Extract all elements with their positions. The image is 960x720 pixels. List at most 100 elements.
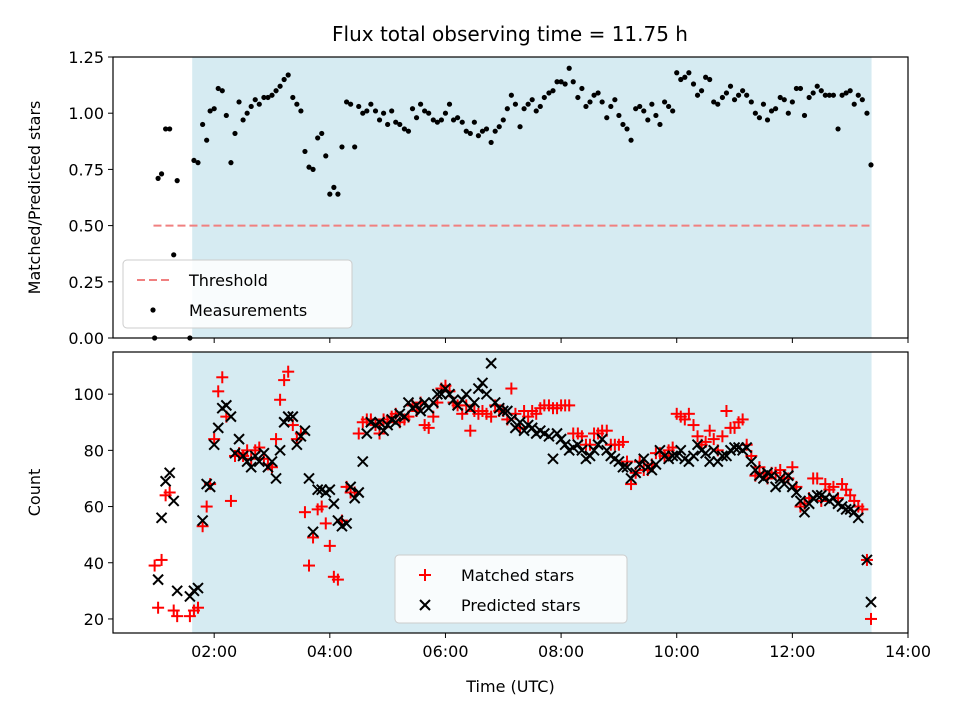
- top-panel: 0.00 0.25 0.50 0.75 1.00 1.25 Matched/Predicte…: [25, 48, 909, 348]
- data-point: [584, 438, 596, 451]
- data-point: [237, 450, 249, 462]
- data-point: [233, 433, 245, 445]
- data-point: [417, 101, 424, 107]
- data-point: [302, 148, 308, 155]
- data-point: [353, 486, 365, 499]
- data-point: [575, 94, 581, 101]
- data-point: [638, 453, 650, 465]
- data-point: [616, 112, 622, 119]
- data-point: [459, 119, 465, 125]
- bottom-panel: 20 40 60 80 100 02:00 04:00 06:00 08:00 10:00 12:0…: [25, 351, 931, 696]
- data-point: [801, 112, 808, 119]
- data-point: [413, 115, 420, 121]
- data-point: [715, 101, 721, 107]
- bottom-xtick-label: 08:00: [538, 642, 584, 661]
- data-point: [307, 526, 319, 538]
- data-point: [397, 121, 403, 128]
- data-point: [381, 419, 394, 431]
- data-point: [294, 101, 300, 107]
- data-point: [434, 119, 440, 125]
- data-point: [443, 388, 456, 400]
- bottom-xtick-label: 12:00: [769, 642, 815, 661]
- data-point: [822, 92, 828, 98]
- top-ytick-label: 1.25: [68, 48, 104, 67]
- data-point: [682, 74, 688, 80]
- data-point: [454, 115, 461, 121]
- data-point: [526, 422, 538, 434]
- legend-label: Threshold: [188, 271, 268, 290]
- data-point: [158, 171, 165, 177]
- data-point: [621, 461, 633, 473]
- data-point: [505, 413, 518, 426]
- data-point: [572, 439, 584, 451]
- data-point: [212, 422, 224, 434]
- data-point: [621, 455, 634, 468]
- data-point: [562, 81, 568, 87]
- data-point: [691, 430, 704, 443]
- data-point: [464, 424, 477, 437]
- data-point: [324, 483, 336, 496]
- data-point: [793, 85, 800, 92]
- data-point: [617, 461, 629, 473]
- data-point: [514, 416, 526, 428]
- data-point: [340, 517, 353, 530]
- data-point: [352, 427, 365, 440]
- bottom-xtick-label: 14:00: [885, 642, 931, 661]
- data-point: [191, 601, 204, 614]
- data-point: [315, 500, 328, 513]
- data-point: [372, 108, 379, 114]
- data-point: [504, 106, 510, 112]
- data-point: [558, 79, 564, 85]
- data-point: [228, 160, 234, 166]
- data-point: [171, 252, 177, 258]
- data-point: [811, 472, 824, 485]
- legend-swatch: [419, 569, 431, 581]
- data-point: [666, 103, 672, 110]
- data-point: [211, 106, 217, 112]
- data-point: [512, 101, 519, 107]
- data-point: [649, 101, 655, 107]
- data-point: [168, 495, 180, 507]
- data-point: [865, 596, 877, 608]
- data-point: [500, 117, 506, 123]
- data-point: [155, 553, 168, 566]
- data-point: [551, 427, 563, 440]
- data-point: [774, 464, 787, 477]
- data-point: [467, 130, 473, 137]
- data-point: [620, 121, 626, 128]
- data-point: [847, 88, 853, 94]
- data-point: [348, 101, 354, 107]
- data-point: [757, 472, 770, 485]
- data-point: [547, 453, 559, 465]
- data-point: [357, 455, 369, 468]
- data-point: [625, 478, 638, 491]
- data-point: [405, 128, 412, 134]
- data-point: [657, 121, 663, 128]
- data-point: [559, 439, 571, 451]
- data-point: [782, 469, 795, 482]
- data-point: [720, 405, 733, 418]
- data-point: [352, 144, 358, 150]
- bottom-legend: Matched stars Predicted stars: [394, 554, 628, 624]
- data-point: [191, 157, 197, 164]
- data-point: [591, 92, 597, 98]
- data-point: [328, 498, 340, 510]
- data-point: [543, 430, 555, 443]
- data-point: [389, 108, 395, 114]
- data-point: [740, 88, 746, 94]
- bottom-xtick-label: 04:00: [307, 642, 353, 661]
- data-point: [390, 416, 402, 428]
- data-point: [764, 117, 771, 123]
- data-point: [774, 472, 786, 485]
- data-point: [690, 81, 697, 87]
- data-point: [529, 97, 535, 103]
- data-point: [253, 455, 265, 468]
- data-point: [361, 427, 373, 440]
- data-point: [348, 492, 361, 504]
- data-point: [666, 450, 679, 462]
- legend-label: Predicted stars: [461, 596, 581, 615]
- data-point: [848, 506, 860, 518]
- data-point: [675, 444, 687, 457]
- data-point: [501, 405, 514, 417]
